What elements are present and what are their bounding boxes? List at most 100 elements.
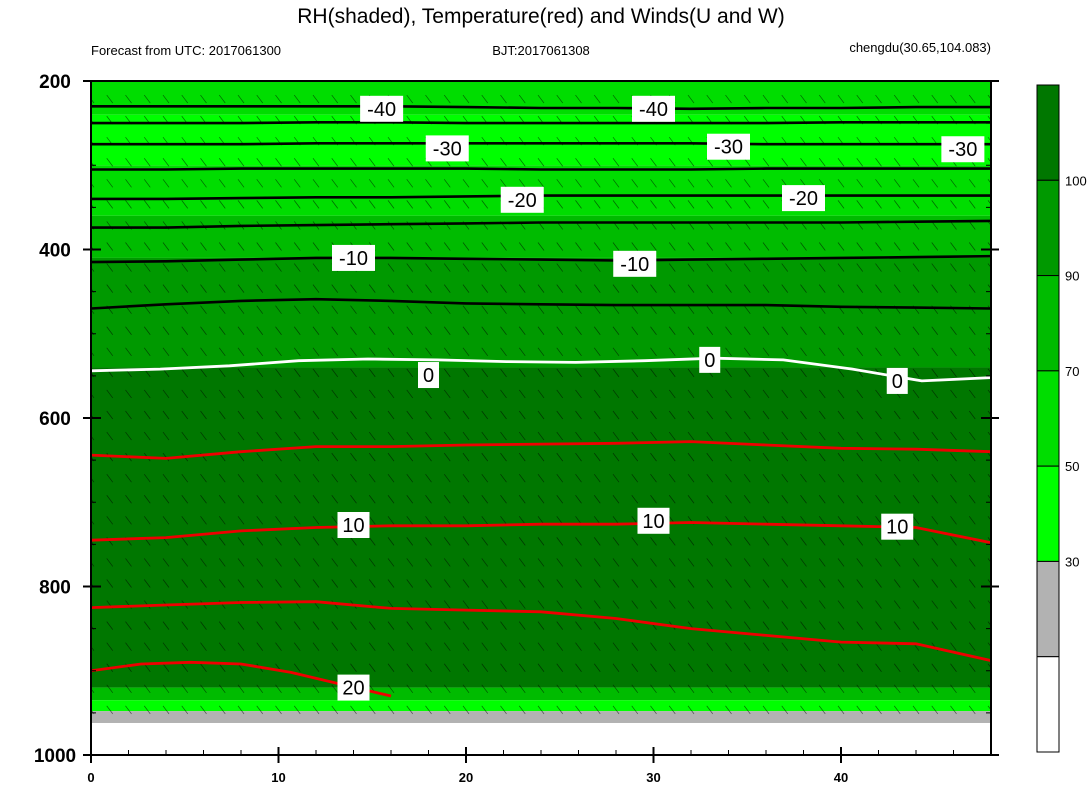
wind-barb	[237, 242, 245, 251]
wind-barb	[443, 389, 451, 399]
wind-barb	[706, 642, 714, 651]
wind-barb	[143, 558, 151, 567]
wind-barb	[631, 558, 639, 567]
wind-barb	[218, 263, 226, 272]
wind-barb	[218, 684, 226, 694]
wind-barb	[237, 368, 245, 378]
wind-barb	[687, 642, 695, 651]
chart-title: RH(shaded), Temperature(red) and Winds(U…	[297, 5, 784, 28]
colorbar: 100 90 70 50 30	[1036, 84, 1087, 753]
wind-barb	[406, 347, 414, 357]
wind-barb	[181, 179, 189, 188]
contour-label: -40	[639, 99, 668, 121]
wind-barb	[800, 642, 807, 651]
location-label: chengdu(30.65,104.083)	[849, 40, 991, 55]
wind-barb	[350, 452, 357, 462]
contour-label-box	[337, 674, 370, 701]
wind-barb	[706, 495, 714, 504]
wind-barb	[518, 284, 526, 293]
wind-barb	[781, 663, 789, 672]
wind-barb	[856, 263, 864, 272]
wind-barb	[425, 558, 432, 567]
wind-barb	[650, 200, 657, 209]
wind-barb	[950, 200, 957, 209]
wind-barb	[706, 705, 714, 715]
wind-barb	[987, 368, 991, 374]
wind-barb	[406, 642, 414, 651]
wind-barb	[537, 684, 545, 694]
wind-barb	[256, 347, 264, 357]
wind-barb	[331, 431, 339, 441]
wind-barb	[987, 473, 991, 479]
contour-label: -10	[620, 254, 649, 276]
wind-barb	[256, 621, 264, 630]
wind-barb	[218, 242, 226, 251]
wind-barb	[181, 347, 189, 357]
wind-barb	[687, 158, 695, 167]
contour-label: 10	[342, 515, 364, 537]
wind-barb	[743, 389, 751, 399]
wind-barb	[200, 537, 207, 546]
wind-barb	[912, 452, 920, 462]
wind-barb	[706, 537, 714, 546]
wind-barb	[818, 495, 826, 504]
wind-barb	[706, 431, 714, 441]
wind-barb	[91, 98, 95, 104]
wind-barb	[593, 621, 601, 630]
wind-barb	[893, 347, 901, 357]
wind-barb	[856, 705, 864, 715]
wind-barb	[593, 158, 601, 167]
contour-label-box	[360, 95, 404, 122]
wind-barb	[931, 200, 939, 209]
wind-barb	[537, 431, 545, 441]
wind-barb	[631, 410, 639, 420]
wind-barb	[556, 410, 564, 420]
wind-barb	[893, 473, 901, 483]
rh-shading	[91, 81, 991, 723]
wind-barb	[368, 663, 376, 672]
wind-barb	[125, 642, 132, 651]
wind-barb	[762, 558, 770, 567]
wind-barb	[237, 684, 245, 694]
wind-barb	[743, 642, 751, 651]
wind-barb	[537, 389, 545, 399]
wind-barb	[725, 284, 732, 293]
wind-barb	[462, 600, 470, 609]
wind-barb	[762, 684, 770, 694]
wind-barb	[968, 368, 976, 378]
wind-barb	[575, 558, 582, 567]
wind-barb	[200, 326, 207, 335]
wind-barb	[856, 600, 864, 609]
wind-barb	[631, 579, 639, 588]
wind-barb	[912, 410, 920, 420]
wind-barb	[350, 473, 357, 483]
wind-barb	[575, 452, 582, 462]
wind-barb	[950, 642, 957, 651]
wind-barb	[143, 642, 151, 651]
wind-barb	[837, 452, 845, 462]
wind-barb	[631, 621, 639, 630]
wind-barb	[425, 495, 432, 504]
wind-barb	[218, 537, 226, 546]
wind-barb	[575, 705, 582, 715]
wind-barb	[837, 537, 845, 546]
wind-barb	[218, 473, 226, 483]
wind-barb	[350, 200, 357, 209]
wind-barb	[612, 705, 620, 715]
wind-barb	[462, 242, 470, 251]
wind-barb	[106, 621, 114, 630]
wind-barb	[462, 368, 470, 378]
wind-barb	[593, 410, 601, 420]
wind-barb	[593, 684, 601, 694]
wind-barb	[500, 516, 507, 525]
contour-labels: -40 -40 -30 -30 -30 -20 -20 -10 -10 0 0 0 10 10 10 20	[332, 95, 985, 701]
wind-barb	[125, 263, 132, 272]
wind-barb	[575, 642, 582, 651]
wind-barb	[200, 284, 207, 293]
wind-barb	[481, 473, 489, 483]
wind-barb	[537, 305, 545, 314]
wind-barb	[650, 368, 657, 378]
wind-barb	[800, 621, 807, 630]
wind-barb	[968, 621, 976, 630]
wind-barb	[293, 621, 301, 630]
